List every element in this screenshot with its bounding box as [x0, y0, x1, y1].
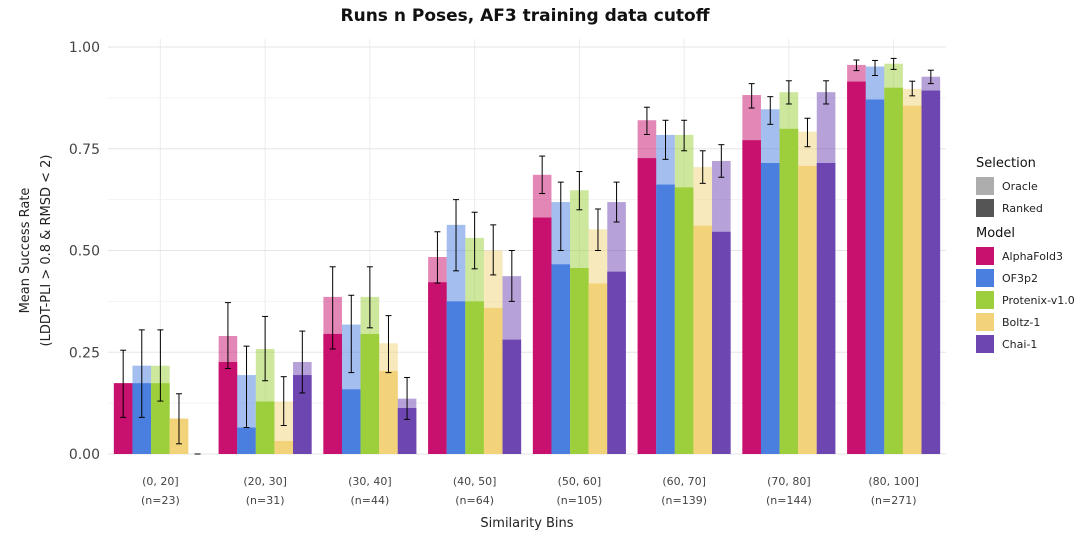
legend-item-protenix: Protenix-v1.0 — [976, 289, 1075, 311]
ranked-bar — [341, 389, 361, 454]
x-tick-label: (70, 80] — [767, 475, 811, 488]
legend-model: Model AlphaFold3 OF3p2 Protenix-v1.0 Bol… — [976, 226, 1075, 355]
ranked-bar — [379, 370, 398, 454]
x-tick-label: (30, 40] — [348, 475, 392, 488]
ranked-bar — [712, 231, 731, 454]
x-tick-label: (80, 100] — [868, 475, 919, 488]
x-tick-label: (50, 60] — [558, 475, 602, 488]
x-tick-label: (40, 50] — [453, 475, 497, 488]
legend-swatch-chai — [976, 335, 994, 353]
legend-item-alphafold3: AlphaFold3 — [976, 245, 1075, 267]
legend-label-chai: Chai-1 — [1002, 337, 1038, 351]
x-count-label: (n=105) — [556, 494, 602, 507]
x-count-label: (n=64) — [455, 494, 494, 507]
ranked-bar — [674, 187, 694, 455]
legend-label-oracle: Oracle — [1002, 179, 1038, 193]
ranked-bar — [693, 225, 713, 454]
x-count-label: (n=31) — [246, 494, 285, 507]
oracle-bar — [274, 401, 294, 454]
legend-label-protenix: Protenix-v1.0 — [1002, 293, 1075, 307]
ranked-bar — [588, 283, 608, 454]
legend-selection-title: Selection — [976, 156, 1036, 171]
legend-swatch-of3p2 — [976, 269, 994, 287]
legend-swatch-protenix — [976, 291, 994, 309]
ranked-bar — [151, 383, 170, 454]
ranked-bar — [551, 264, 571, 454]
ranked-bar — [428, 282, 447, 454]
ranked-bar — [465, 301, 484, 454]
ranked-bar — [532, 217, 552, 454]
y-axis-title: Mean Success Rate — [18, 188, 33, 314]
x-count-label: (n=144) — [766, 494, 812, 507]
ranked-bar — [656, 184, 675, 455]
legend-swatch-ranked — [976, 199, 994, 217]
legend-model-title: Model — [976, 226, 1016, 241]
y-tick-label: 0.50 — [69, 244, 100, 260]
x-count-label: (n=271) — [871, 494, 917, 507]
y-tick-label: 0.00 — [69, 447, 100, 463]
ranked-bar — [637, 158, 657, 454]
x-count-label: (n=23) — [141, 494, 180, 507]
legend-item-chai: Chai-1 — [976, 333, 1075, 355]
ranked-bar — [360, 333, 380, 454]
x-tick-label: (60, 70] — [662, 475, 706, 488]
ranked-bar — [570, 268, 589, 454]
ranked-bar — [607, 271, 626, 454]
ranked-bar — [742, 140, 761, 454]
legend-item-oracle: Oracle — [976, 175, 1043, 197]
x-tick-label: (20, 30] — [243, 475, 287, 488]
y-tick-label: 0.75 — [69, 142, 100, 158]
ranked-bar — [502, 339, 522, 454]
ranked-bar — [218, 362, 238, 454]
y-tick-label: 0.25 — [69, 345, 100, 361]
ranked-bar — [446, 301, 466, 454]
ranked-bar — [865, 99, 885, 455]
ranked-bar — [483, 307, 503, 454]
y-tick-label: 1.00 — [69, 40, 100, 56]
x-axis-title: Similarity Bins — [480, 516, 573, 531]
legend-item-ranked: Ranked — [976, 197, 1043, 219]
legend-swatch-oracle — [976, 177, 994, 195]
ranked-bar — [779, 128, 799, 454]
x-tick-label: (0, 20] — [142, 475, 179, 488]
chart-title: Runs n Poses, AF3 training data cutoff — [340, 6, 710, 26]
ranked-bar — [884, 87, 903, 454]
ranked-bar — [816, 162, 836, 454]
ranked-bar — [760, 162, 780, 454]
ranked-bar — [132, 383, 152, 454]
x-count-label: (n=44) — [350, 494, 389, 507]
ranked-bar — [293, 375, 312, 454]
ranked-bar — [902, 105, 922, 454]
legend-selection: Selection Oracle Ranked — [976, 156, 1043, 219]
legend-item-boltz: Boltz-1 — [976, 311, 1075, 333]
ranked-bar — [847, 81, 866, 454]
legend-label-boltz: Boltz-1 — [1002, 315, 1041, 329]
legend-swatch-alphafold3 — [976, 247, 994, 265]
legend-item-of3p2: OF3p2 — [976, 267, 1075, 289]
ranked-bar — [255, 401, 275, 454]
ranked-bar — [237, 427, 256, 454]
legend-label-alphafold3: AlphaFold3 — [1002, 249, 1063, 263]
ranked-bar — [323, 333, 342, 454]
ranked-bar — [397, 408, 417, 454]
legend-swatch-boltz — [976, 313, 994, 331]
legend-label-of3p2: OF3p2 — [1002, 271, 1038, 285]
legend-label-ranked: Ranked — [1002, 201, 1043, 215]
ranked-bar — [113, 383, 133, 454]
ranked-bar — [921, 90, 941, 454]
ranked-bar — [274, 440, 294, 454]
x-count-label: (n=139) — [661, 494, 707, 507]
y-axis-title-sub: (LDDT-PLI > 0.8 & RMSD < 2) — [39, 155, 54, 347]
ranked-bar — [798, 165, 817, 454]
